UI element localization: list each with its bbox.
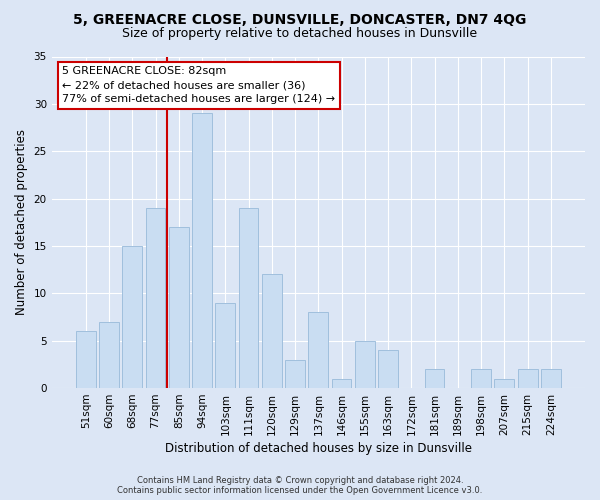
X-axis label: Distribution of detached houses by size in Dunsville: Distribution of detached houses by size …: [165, 442, 472, 455]
Bar: [425, 369, 445, 388]
Bar: [494, 378, 514, 388]
Bar: [285, 360, 305, 388]
Bar: [76, 331, 95, 388]
Bar: [122, 246, 142, 388]
Bar: [215, 303, 235, 388]
Bar: [332, 378, 352, 388]
Bar: [146, 208, 166, 388]
Bar: [239, 208, 259, 388]
Bar: [541, 369, 561, 388]
Text: 5, GREENACRE CLOSE, DUNSVILLE, DONCASTER, DN7 4QG: 5, GREENACRE CLOSE, DUNSVILLE, DONCASTER…: [73, 12, 527, 26]
Bar: [99, 322, 119, 388]
Bar: [262, 274, 282, 388]
Text: 5 GREENACRE CLOSE: 82sqm
← 22% of detached houses are smaller (36)
77% of semi-d: 5 GREENACRE CLOSE: 82sqm ← 22% of detach…: [62, 66, 335, 104]
Bar: [355, 340, 375, 388]
Y-axis label: Number of detached properties: Number of detached properties: [15, 130, 28, 316]
Bar: [471, 369, 491, 388]
Text: Size of property relative to detached houses in Dunsville: Size of property relative to detached ho…: [122, 28, 478, 40]
Text: Contains HM Land Registry data © Crown copyright and database right 2024.
Contai: Contains HM Land Registry data © Crown c…: [118, 476, 482, 495]
Bar: [308, 312, 328, 388]
Bar: [169, 227, 188, 388]
Bar: [378, 350, 398, 388]
Bar: [192, 114, 212, 388]
Bar: [518, 369, 538, 388]
